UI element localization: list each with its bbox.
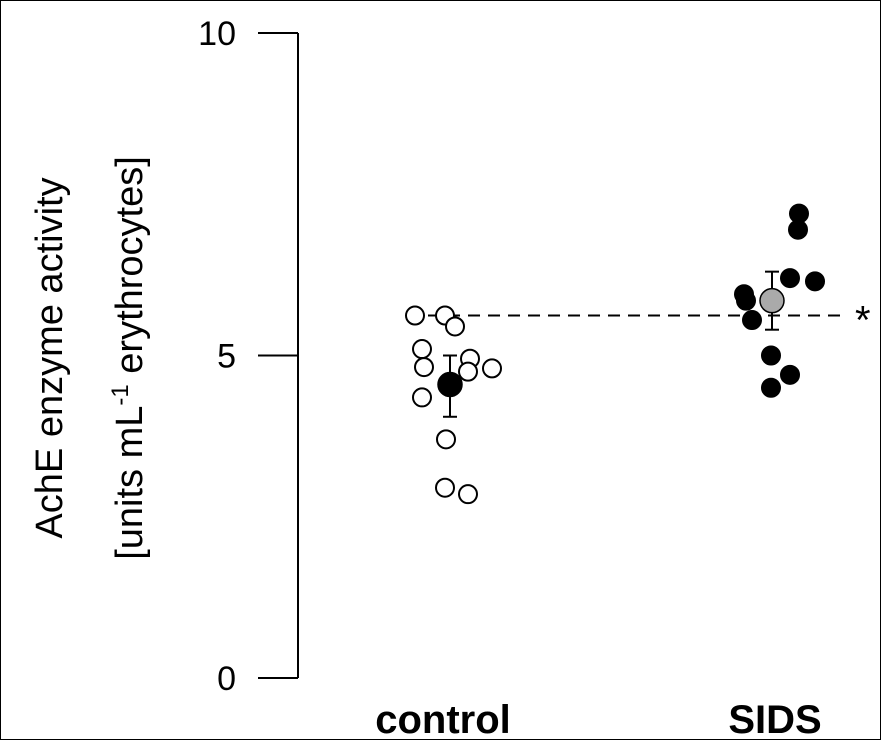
- data-point-sids: [761, 377, 781, 398]
- data-point-control: [412, 339, 432, 360]
- data-point-control: [458, 484, 478, 505]
- y-axis-label-line1: AchE enzyme activity: [29, 177, 71, 538]
- significance-asterisk: *: [855, 299, 871, 343]
- data-point-control: [482, 358, 502, 379]
- data-point-control: [445, 316, 465, 337]
- data-point-sids: [742, 310, 762, 331]
- data-point-sids: [780, 364, 800, 385]
- data-point-control: [405, 305, 425, 326]
- data-point-control: [436, 429, 456, 450]
- data-point-control: [435, 477, 455, 498]
- category-label-control: control: [375, 698, 511, 742]
- y-tick-label: 0: [217, 660, 236, 698]
- data-point-sids: [761, 345, 781, 366]
- data-point-sids: [736, 290, 756, 311]
- mean-point-control: [437, 371, 463, 398]
- y-axis-label-line2: [units mL-1 erythrocytes]: [107, 156, 151, 560]
- mean-point-sids: [759, 287, 785, 314]
- data-point-sids: [805, 271, 825, 292]
- data-point-sids: [788, 219, 808, 240]
- y-tick-label: 10: [198, 15, 236, 53]
- data-point-control: [458, 361, 478, 382]
- y-tick-label: 5: [217, 338, 236, 376]
- data-point-sids: [780, 268, 800, 289]
- data-point-control: [414, 357, 434, 378]
- category-label-sids: SIDS: [728, 698, 821, 742]
- data-point-control: [412, 387, 432, 408]
